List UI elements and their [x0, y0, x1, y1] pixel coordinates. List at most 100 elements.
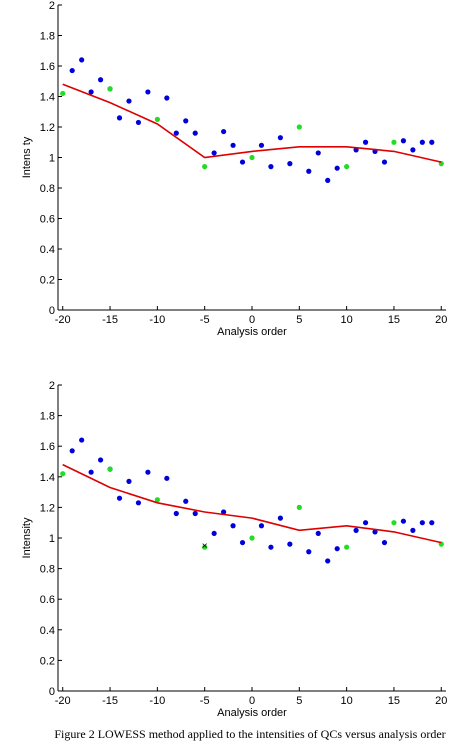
lowess-curve-line: [62, 463, 442, 544]
y-tick-label: 1.4: [40, 92, 55, 104]
qc-data-point: [202, 544, 208, 550]
y-tick-label: 2: [49, 0, 55, 12]
y-tick-label: 0.8: [40, 183, 55, 195]
sample-data-point: [362, 520, 369, 526]
x-tick-label: -20: [55, 314, 71, 326]
sample-data-point: [381, 159, 388, 165]
sample-data-point: [287, 161, 293, 167]
y-tick-label: 0.6: [40, 594, 55, 606]
y-tick-label: 0.4: [40, 625, 55, 637]
x-tick-label: 10: [341, 695, 353, 707]
y-tick-label: 0.2: [40, 655, 55, 667]
sample-data-point: [372, 529, 378, 535]
y-axis-label: Intens ty: [21, 136, 33, 178]
x-tick-label: 5: [296, 314, 302, 326]
sample-data-point: [429, 520, 435, 526]
x-tick-label: 5: [296, 695, 302, 707]
sample-data-point: [277, 515, 283, 521]
upper-scatter-chart: 0 0.2 0.4 0.6 0.8 1 1.2 1.4 1.6 1.8 2 -20 -15 -10 -5 0 5…: [21, 0, 447, 338]
sample-data-point: [192, 130, 198, 136]
sample-data-point: [145, 89, 151, 95]
sample-data-point: [315, 530, 321, 537]
sample-data-point: [268, 164, 274, 170]
qc-data-point: [249, 154, 255, 161]
y-axis-label: Intensity: [21, 517, 33, 558]
x-tick-label: 20: [435, 314, 447, 326]
x-tick-label: -15: [102, 695, 118, 707]
sample-data-point: [135, 119, 142, 126]
sample-data-point: [97, 77, 104, 83]
sample-data-point: [116, 495, 123, 501]
sample-data-point: [306, 168, 312, 174]
y-tick-label: 1: [49, 153, 55, 165]
qc-data-point: [344, 164, 350, 170]
x-axis-label: Analysis order: [217, 707, 287, 719]
sample-data-point: [419, 520, 425, 526]
qc-data-point: [344, 544, 350, 550]
qc-data-point: [202, 164, 208, 170]
y-tick-label: 0.8: [40, 564, 55, 576]
sample-data-point: [88, 89, 94, 95]
x-tick-label: 0: [249, 695, 255, 707]
y-tick-label: 1.2: [40, 122, 55, 134]
sample-data-point: [211, 530, 217, 537]
sample-data-point: [183, 498, 189, 504]
x-axis-label: Analysis order: [217, 326, 287, 338]
x-tick-label: -5: [200, 314, 210, 326]
sample-data-point: [164, 95, 170, 101]
sample-data-point: [211, 150, 217, 156]
qc-data-point: [107, 466, 113, 472]
y-tick-label: 0: [49, 305, 55, 317]
qc-data-point: [154, 497, 160, 503]
y-tick-label: 0: [49, 686, 55, 698]
sample-data-point: [362, 139, 369, 145]
qc-data-point: [154, 116, 160, 122]
sample-data-point: [79, 57, 85, 63]
sample-data-point: [126, 478, 132, 484]
sample-data-point: [79, 437, 85, 443]
sample-data-point: [258, 142, 265, 148]
y-tick-label: 1.8: [40, 31, 55, 43]
sample-data-point: [145, 469, 151, 475]
sample-data-point: [400, 138, 407, 144]
sample-data-point: [173, 130, 179, 136]
cross-stroke: [202, 543, 207, 548]
sample-data-point: [88, 469, 94, 475]
x-tick-label: 0: [249, 314, 255, 326]
qc-data-point: [60, 90, 66, 97]
sample-data-point: [116, 115, 123, 121]
figure-caption: Figure 2 LOWESS method applied to the in…: [54, 727, 446, 741]
qc-data-point: [296, 124, 302, 130]
y-tick-label: 1: [49, 533, 55, 545]
sample-data-point: [230, 523, 236, 529]
qc-data-point: [107, 86, 113, 92]
x-tick-label: -10: [149, 695, 165, 707]
sample-data-point: [410, 147, 416, 153]
sample-data-point: [429, 139, 435, 145]
sample-data-point: [221, 509, 227, 515]
sample-data-point: [400, 518, 407, 524]
qc-data-point: [60, 471, 66, 477]
sample-data-point: [230, 142, 236, 148]
y-tick-label: 1.8: [40, 411, 55, 423]
x-tick-label: 15: [388, 314, 400, 326]
sample-data-point: [306, 549, 312, 555]
sample-data-point: [183, 118, 189, 124]
sample-data-point: [287, 541, 293, 547]
sample-data-point: [353, 527, 359, 533]
qc-data-point: [296, 504, 302, 510]
sample-data-point: [97, 457, 104, 463]
x-tick-label: 15: [388, 695, 400, 707]
y-tick-label: 1.6: [40, 61, 55, 73]
sample-data-point: [164, 475, 170, 481]
x-tick-label: -15: [102, 314, 118, 326]
sample-data-point: [258, 523, 265, 529]
y-tick-label: 0.6: [40, 214, 55, 226]
sample-data-point: [239, 539, 246, 546]
sample-data-point: [315, 150, 321, 156]
lowess-curve-line: [62, 83, 442, 163]
sample-data-point: [126, 98, 132, 104]
sample-data-point: [277, 135, 283, 141]
qc-data-point: [391, 139, 397, 145]
y-tick-label: 0.2: [40, 275, 55, 287]
